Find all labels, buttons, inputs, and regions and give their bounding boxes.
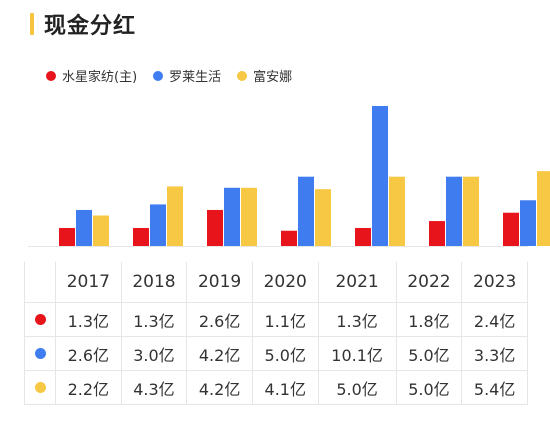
row-dot-yellow <box>34 382 46 393</box>
bar-2021-series-2 <box>389 176 405 246</box>
table-cell: 10.1亿 <box>317 336 397 371</box>
bar-2019-series-0 <box>207 209 223 246</box>
bar-2017-series-1 <box>76 209 92 246</box>
legend-item-red: 水星家纺(主) <box>46 66 137 85</box>
table-cell: 1.3亿 <box>317 302 397 337</box>
table-cell: 4.2亿 <box>186 336 253 371</box>
legend-dot-yellow <box>237 70 248 81</box>
legend-dot-red <box>46 70 56 81</box>
table-cell: 2.6亿 <box>55 336 122 371</box>
legend-item-blue: 罗莱生活 <box>153 66 221 85</box>
title-accent-bar <box>30 13 34 35</box>
bar-2022-series-0 <box>429 221 445 246</box>
row-color-cell <box>24 336 56 371</box>
year-header: 2017 <box>55 262 122 303</box>
table-cell: 5.0亿 <box>251 336 319 371</box>
bar-2020-series-2 <box>315 189 331 246</box>
bar-2020-series-0 <box>281 230 297 246</box>
year-header: 2023 <box>461 262 528 303</box>
table-cell: 3.0亿 <box>120 336 188 371</box>
table-row: 2.6亿 3.0亿 4.2亿 5.0亿 10.1亿 5.0亿 3.3亿 <box>24 336 528 371</box>
table-cell: 2.2亿 <box>55 370 122 405</box>
bar-2020-series-1 <box>298 176 314 246</box>
bar-2021-series-1 <box>372 106 388 246</box>
legend-item-yellow: 富安娜 <box>237 66 292 85</box>
table-cell: 1.3亿 <box>120 302 188 337</box>
bar-2023-series-2 <box>537 171 550 246</box>
legend: 水星家纺(主) 罗莱生活 富安娜 <box>46 66 308 85</box>
table-cell: 5.0亿 <box>395 370 463 405</box>
row-dot-red <box>34 314 46 325</box>
bar-2022-series-2 <box>463 176 479 246</box>
year-header: 2021 <box>317 262 397 303</box>
table-row: 1.3亿 1.3亿 2.6亿 1.1亿 1.3亿 1.8亿 2.4亿 <box>24 302 528 337</box>
chart-title: 现金分红 <box>44 14 137 39</box>
year-header: 2018 <box>120 262 188 303</box>
year-header: 2019 <box>186 262 253 303</box>
table-cell: 2.4亿 <box>461 302 528 337</box>
row-dot-blue <box>34 348 46 359</box>
table-corner-cell <box>24 262 56 303</box>
bar-2017-series-2 <box>93 215 109 246</box>
bar-2023-series-0 <box>503 212 519 246</box>
table-cell: 4.1亿 <box>251 370 319 405</box>
table-cell: 2.6亿 <box>186 302 253 337</box>
year-header: 2020 <box>251 262 319 303</box>
table-cell: 1.3亿 <box>55 302 122 337</box>
table-cell: 4.2亿 <box>186 370 253 405</box>
year-header: 2022 <box>395 262 463 303</box>
legend-label: 罗莱生活 <box>169 70 222 85</box>
chart-title-group: 现金分红 <box>30 8 136 40</box>
bar-chart <box>28 106 550 247</box>
bar-2022-series-1 <box>446 176 462 246</box>
legend-label: 富安娜 <box>253 70 293 85</box>
table-cell: 4.3亿 <box>120 370 188 405</box>
row-color-cell <box>24 302 56 337</box>
bar-2018-series-0 <box>133 227 149 246</box>
bar-2018-series-1 <box>150 204 166 246</box>
table-header-row: 2017 2018 2019 2020 2021 2022 2023 <box>24 262 528 303</box>
table-cell: 5.0亿 <box>395 336 463 371</box>
table-cell: 5.0亿 <box>317 370 397 405</box>
table-cell: 1.8亿 <box>395 302 463 337</box>
row-color-cell <box>24 370 56 405</box>
table-cell: 1.1亿 <box>251 302 319 337</box>
table-cell: 5.4亿 <box>461 370 528 405</box>
bar-2019-series-1 <box>224 187 240 246</box>
bar-2018-series-2 <box>167 186 183 246</box>
table-cell: 3.3亿 <box>461 336 528 371</box>
table-row: 2.2亿 4.3亿 4.2亿 4.1亿 5.0亿 5.0亿 5.4亿 <box>24 370 528 405</box>
legend-dot-blue <box>153 70 164 81</box>
data-table: 2017 2018 2019 2020 2021 2022 2023 1.3亿 … <box>24 262 528 405</box>
bar-2017-series-0 <box>59 227 75 246</box>
bar-2019-series-2 <box>241 187 257 246</box>
bar-2021-series-0 <box>355 227 371 246</box>
legend-label: 水星家纺(主) <box>62 70 138 85</box>
bar-2023-series-1 <box>520 200 536 246</box>
